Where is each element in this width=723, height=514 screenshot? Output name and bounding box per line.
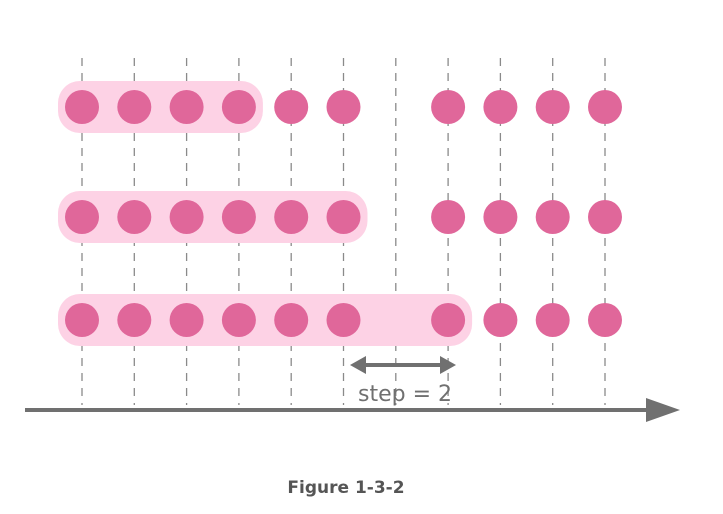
data-dot [588, 90, 622, 124]
data-dot [326, 303, 361, 337]
window-highlight [58, 191, 368, 243]
data-dot [535, 303, 570, 337]
data-dot [65, 90, 99, 124]
data-dot [221, 90, 256, 124]
data-dot [483, 200, 518, 234]
grid-lines [81, 58, 606, 405]
data-dot [221, 303, 256, 337]
window-highlight [58, 81, 263, 133]
data-dot [117, 303, 152, 337]
data-dot [117, 90, 152, 124]
data-dot [431, 200, 466, 234]
data-dot [274, 200, 309, 234]
data-dot [221, 200, 256, 234]
data-dot [431, 90, 466, 124]
figure-caption: Figure 1-3-2 [287, 478, 404, 498]
data-dot [274, 303, 309, 337]
data-dot [535, 90, 570, 124]
data-dot [65, 303, 99, 337]
time-axis-arrow [25, 398, 680, 422]
data-dot [169, 90, 204, 124]
data-dot [274, 90, 309, 124]
dots [65, 90, 622, 337]
window-highlight [58, 294, 473, 346]
data-dot [483, 90, 518, 124]
step-label: step = 2 [358, 382, 452, 407]
data-dot [535, 200, 570, 234]
data-dot [169, 303, 204, 337]
data-dot [65, 200, 99, 234]
data-dot [431, 303, 466, 337]
data-dot [326, 200, 361, 234]
data-dot [326, 90, 361, 124]
data-dot [117, 200, 152, 234]
data-dot [483, 303, 518, 337]
data-dot [588, 200, 622, 234]
data-dot [588, 303, 622, 337]
data-dot [169, 200, 204, 234]
step-arrow [350, 356, 456, 374]
